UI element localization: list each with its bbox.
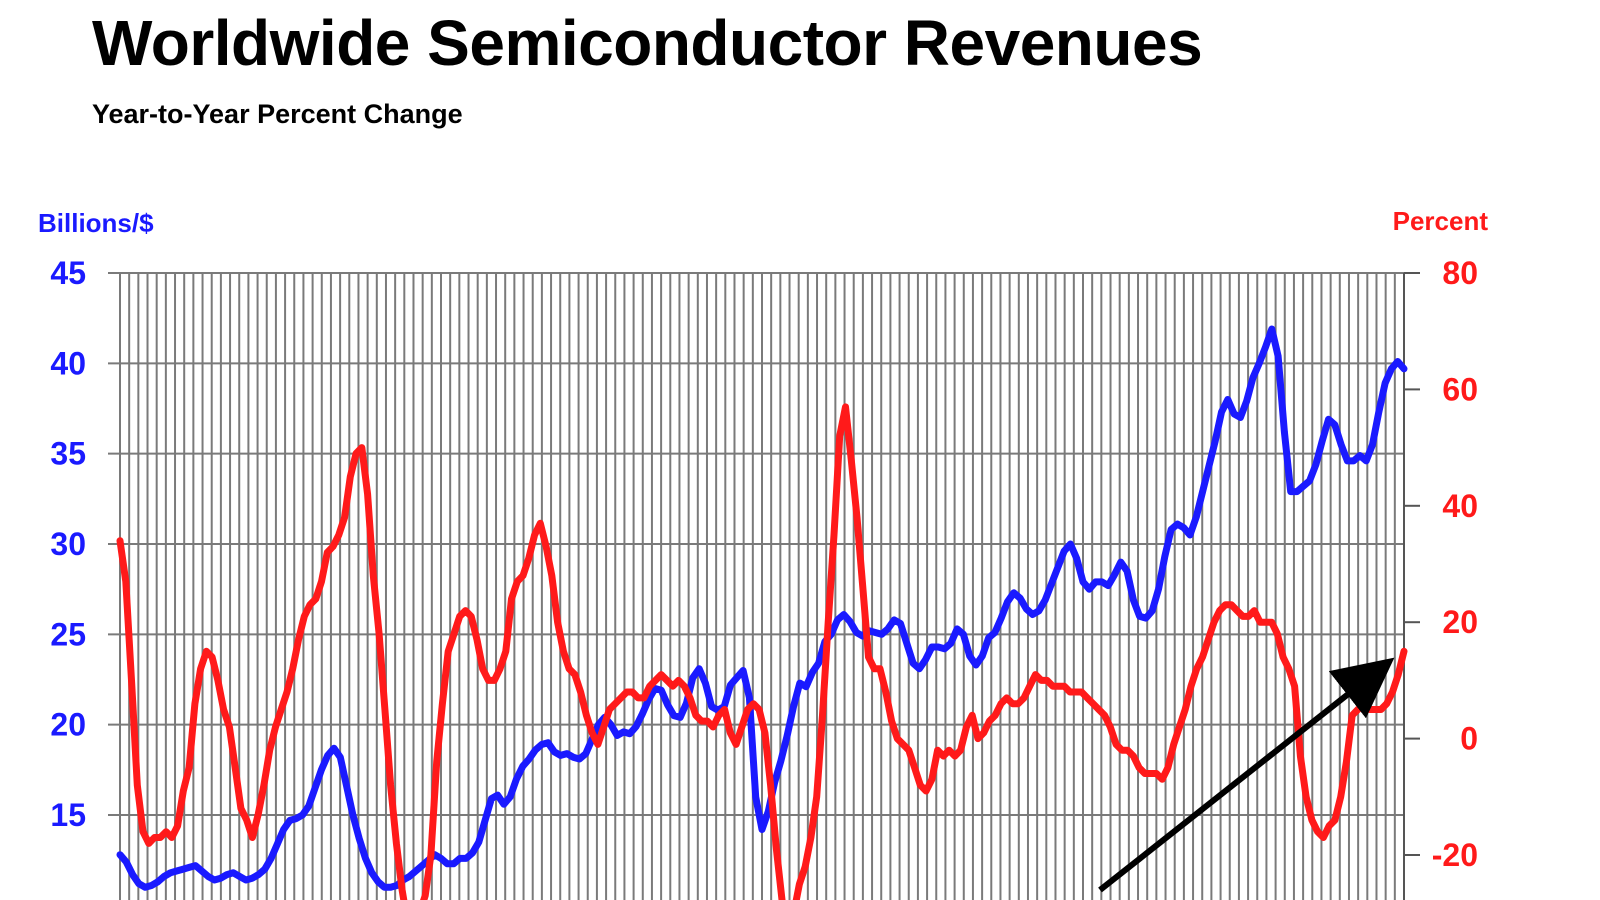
right-tick-label: 60: [1442, 371, 1478, 407]
right-tick-label: 20: [1442, 604, 1478, 640]
left-tick-label: 45: [50, 255, 86, 291]
left-axis-label: Billions/$: [38, 208, 154, 238]
left-tick-label: 40: [50, 345, 86, 381]
right-tick-label: 80: [1442, 255, 1478, 291]
chart-axes: 15 20 25 30 35 40 45 -20 0 20 40 60 80 Billions/$ Perc…: [38, 206, 1488, 900]
percent-change-series-line: [116, 403, 1408, 900]
chart-annotations: [1098, 657, 1395, 893]
left-tick-label: 15: [50, 797, 86, 833]
left-tick-label: 35: [50, 436, 86, 472]
trend-arrow: [1098, 657, 1395, 893]
right-tick-label: 40: [1442, 488, 1478, 524]
left-tick-label: 25: [50, 616, 86, 652]
chart-series: [116, 325, 1408, 900]
revenue-series-line: [116, 325, 1408, 891]
right-tick-label: -20: [1432, 837, 1478, 873]
left-tick-label: 30: [50, 526, 86, 562]
right-tick-label: 0: [1460, 721, 1478, 757]
left-tick-label: 20: [50, 707, 86, 743]
chart-title: Worldwide Semiconductor Revenues: [92, 7, 1203, 79]
right-axis-label: Percent: [1393, 206, 1489, 236]
chart-subtitle: Year-to-Year Percent Change: [92, 99, 463, 129]
